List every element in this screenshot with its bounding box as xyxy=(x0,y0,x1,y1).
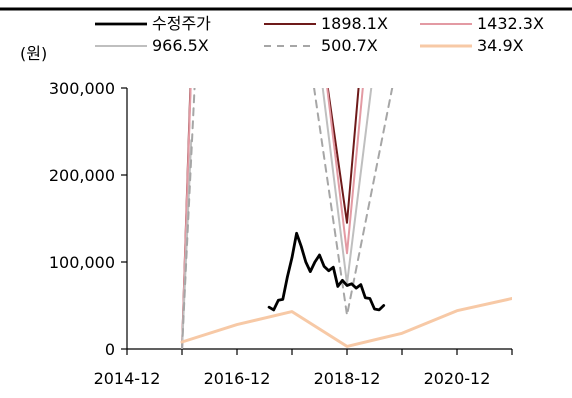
x-tick-label: 2020-12 xyxy=(424,369,491,388)
y-tick-label: 200,000 xyxy=(49,166,115,185)
legend-item-34-9x: 34.9X xyxy=(420,36,524,55)
series-500-7x xyxy=(181,88,394,349)
legend: 수정주가 1898.1X 1432.3X 966.5X 500.7X 34.9X xyxy=(95,14,544,55)
series-layer xyxy=(180,88,512,349)
legend-label: 966.5X xyxy=(152,36,209,55)
series-line xyxy=(267,231,386,312)
series-line xyxy=(181,88,360,349)
legend-item-500-7x: 500.7X xyxy=(264,36,378,55)
series-line xyxy=(180,297,512,348)
y-axis-ticks: 0 100,000 200,000 300,000 xyxy=(49,79,128,359)
y-unit-label: (원) xyxy=(20,44,47,63)
series-line xyxy=(181,88,394,349)
legend-item-price: 수정주가 xyxy=(95,14,211,33)
legend-item-1432-3x: 1432.3X xyxy=(420,14,544,33)
series-34-9x xyxy=(180,297,512,348)
legend-label: 34.9X xyxy=(477,36,524,55)
legend-label: 500.7X xyxy=(321,36,378,55)
series-price xyxy=(267,231,386,312)
legend-label: 1432.3X xyxy=(477,14,544,33)
series-1898-1x xyxy=(181,88,360,349)
y-tick-label: 300,000 xyxy=(49,79,115,98)
y-tick-label: 100,000 xyxy=(49,253,115,272)
x-tick-label: 2016-12 xyxy=(204,369,271,388)
legend-item-966-5x: 966.5X xyxy=(95,36,209,55)
legend-label: 1898.1X xyxy=(321,14,388,33)
x-tick-label: 2018-12 xyxy=(314,369,381,388)
y-tick-label: 0 xyxy=(105,340,115,359)
x-tick-label: 2014-12 xyxy=(94,369,161,388)
legend-label: 수정주가 xyxy=(152,14,211,33)
x-axis: 2014-12 2016-12 2018-12 2020-12 xyxy=(94,348,513,388)
legend-item-1898-1x: 1898.1X xyxy=(264,14,388,33)
